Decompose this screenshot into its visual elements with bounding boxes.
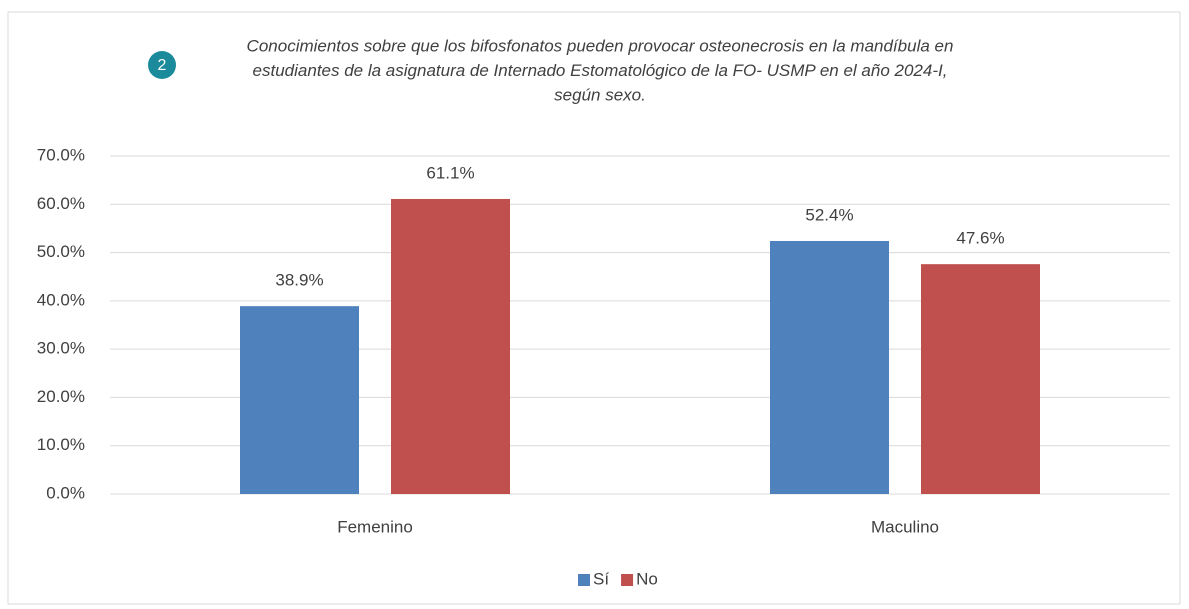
y-tick-label: 60.0% — [37, 194, 85, 213]
data-label: 52.4% — [805, 205, 853, 224]
y-tick-label: 20.0% — [37, 387, 85, 406]
legend-label: No — [636, 569, 658, 588]
chart-title: Conocimientos sobre que los bifosfonatos… — [247, 36, 954, 55]
y-tick-label: 10.0% — [37, 435, 85, 454]
data-label: 47.6% — [956, 229, 1004, 248]
x-tick-label: Maculino — [871, 517, 939, 536]
legend-swatch — [578, 574, 590, 586]
legend-swatch — [621, 574, 634, 586]
chart-title: según sexo. — [554, 85, 646, 104]
badge — [148, 51, 176, 79]
chart-title: estudiantes de la asignatura de Internad… — [253, 61, 948, 80]
x-tick-label: Femenino — [337, 517, 413, 536]
y-tick-label: 0.0% — [46, 483, 85, 502]
data-label: 38.9% — [275, 271, 323, 290]
bar — [770, 240, 889, 494]
y-tick-label: 30.0% — [37, 339, 85, 358]
y-tick-label: 40.0% — [37, 290, 85, 309]
bar — [391, 198, 510, 494]
bar — [921, 264, 1040, 494]
bar — [240, 306, 359, 494]
legend-label: Sí — [593, 569, 609, 588]
data-label: 61.1% — [426, 163, 474, 182]
y-tick-label: 50.0% — [37, 242, 85, 261]
badge-label: 2 — [158, 57, 167, 74]
y-tick-label: 70.0% — [37, 145, 85, 164]
